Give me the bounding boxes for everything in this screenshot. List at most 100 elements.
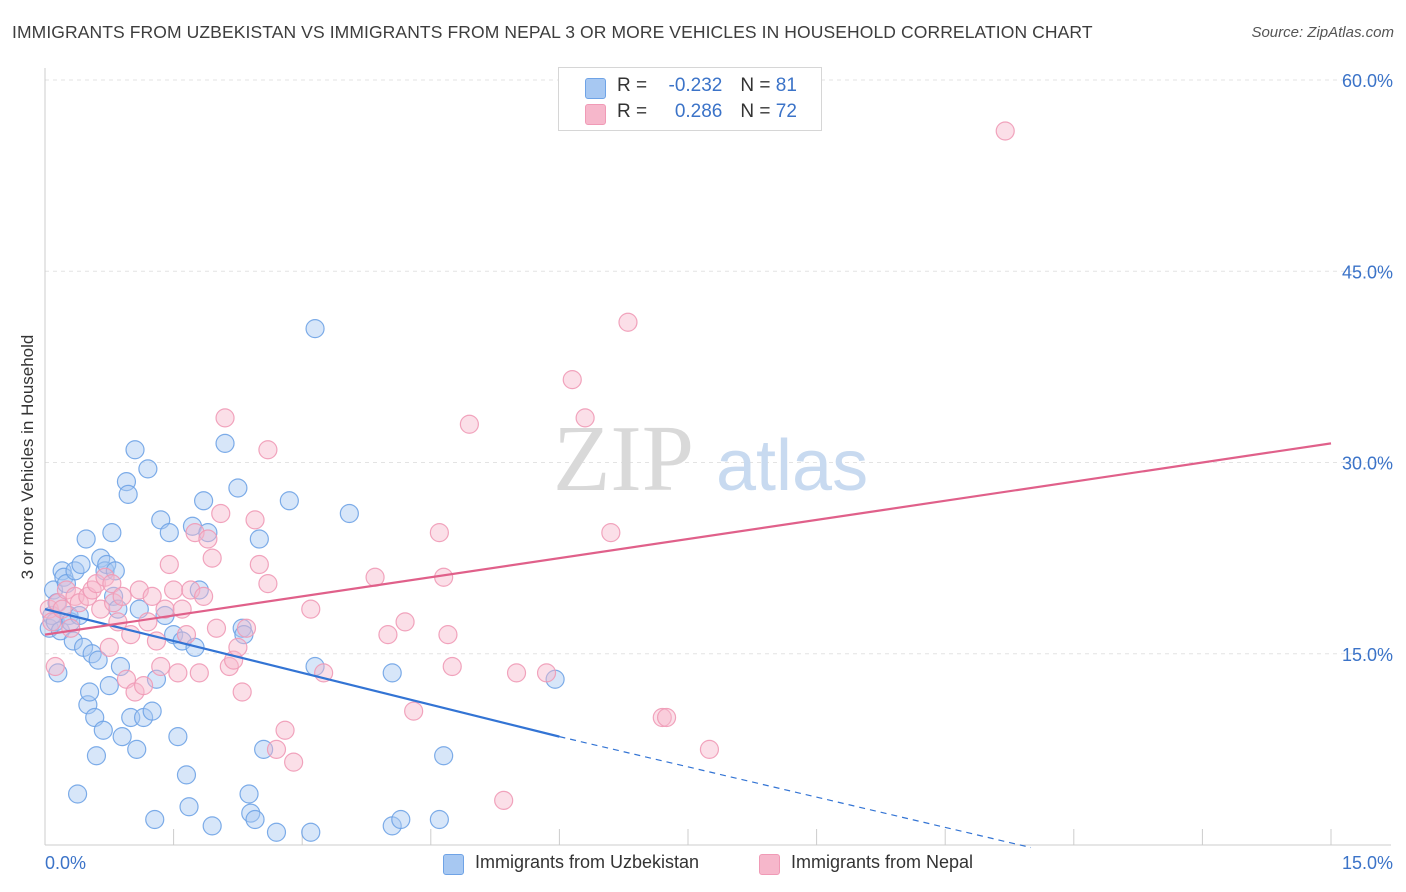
point-nepal	[438, 625, 458, 645]
point-uzbekistan	[232, 618, 252, 638]
source-credit: Source: ZipAtlas.com	[1251, 24, 1394, 41]
point-nepal	[618, 312, 638, 332]
series-legend: Immigrants from Uzbekistan Immigrants fr…	[0, 852, 1406, 878]
point-uzbekistan	[391, 809, 411, 830]
point-nepal	[656, 707, 677, 728]
point-nepal	[61, 618, 81, 638]
point-uzbekistan	[249, 529, 269, 549]
point-uzbekistan	[125, 440, 145, 460]
x-tick-label-max: 15.0%	[1342, 853, 1393, 873]
y-tick-label: 45.0%	[1342, 262, 1393, 282]
point-uzbekistan	[179, 797, 199, 817]
correlation-legend: R = -0.232 N = 81 R = 0.286 N = 72	[558, 67, 822, 131]
trend-line-nepal	[44, 442, 1332, 636]
point-uzbekistan	[105, 561, 125, 581]
point-nepal	[459, 414, 479, 434]
point-uzbekistan	[127, 739, 147, 759]
x-tick-label-min: 0.0%	[45, 853, 86, 873]
point-uzbekistan	[145, 809, 165, 830]
point-nepal	[202, 548, 222, 568]
point-uzbekistan	[301, 822, 321, 842]
point-uzbekistan	[382, 663, 402, 683]
point-nepal	[194, 586, 214, 606]
point-nepal	[301, 599, 321, 619]
point-uzbekistan	[429, 809, 449, 830]
legend-label-uzbekistan: Immigrants from Uzbekistan	[475, 852, 700, 872]
grid-lines	[45, 79, 1391, 655]
point-nepal	[236, 618, 257, 638]
point-nepal	[164, 580, 184, 600]
point-nepal	[699, 739, 720, 759]
point-uzbekistan	[110, 656, 131, 677]
point-nepal	[266, 739, 287, 759]
watermark: ZIP atlas	[553, 407, 868, 511]
legend-swatch-nepal	[585, 104, 606, 125]
watermark-zip: ZIP	[553, 407, 694, 511]
point-nepal	[42, 612, 62, 632]
point-uzbekistan	[245, 809, 265, 830]
trend-line-uzbekistan-extrapolated	[559, 736, 1032, 849]
point-nepal	[562, 370, 582, 390]
point-uzbekistan	[215, 433, 235, 453]
trend-line-uzbekistan	[44, 608, 560, 738]
point-nepal	[215, 408, 235, 428]
point-nepal	[138, 612, 158, 632]
legend-label-nepal: Immigrants from Nepal	[791, 852, 974, 872]
legend-swatch-nepal-bottom	[759, 854, 780, 875]
point-uzbekistan	[71, 554, 91, 575]
point-nepal	[506, 663, 527, 683]
point-nepal	[112, 586, 132, 606]
point-uzbekistan	[118, 484, 138, 504]
y-tick-label: 30.0%	[1342, 454, 1393, 474]
point-uzbekistan	[168, 727, 188, 747]
point-uzbekistan	[138, 459, 158, 479]
point-nepal	[232, 682, 252, 702]
point-uzbekistan	[194, 491, 214, 511]
point-nepal	[284, 752, 304, 772]
y-tick-label: 15.0%	[1342, 645, 1393, 665]
point-nepal	[245, 510, 265, 530]
point-nepal	[45, 656, 65, 677]
point-uzbekistan	[88, 650, 108, 670]
point-nepal	[601, 523, 621, 543]
point-uzbekistan	[99, 676, 119, 696]
point-nepal	[102, 574, 122, 594]
point-nepal	[494, 790, 514, 810]
point-uzbekistan	[112, 727, 132, 747]
point-nepal	[176, 625, 197, 645]
point-uzbekistan	[79, 682, 100, 702]
trend-lines	[44, 442, 1332, 849]
point-uzbekistan	[142, 701, 162, 721]
point-uzbekistan	[279, 491, 299, 511]
point-nepal	[168, 663, 188, 683]
point-nepal	[429, 523, 449, 543]
point-nepal	[155, 599, 175, 619]
legend-swatch-uzbekistan-bottom	[443, 854, 464, 875]
point-nepal	[275, 720, 295, 740]
point-uzbekistan	[266, 822, 287, 842]
point-uzbekistan	[76, 529, 96, 549]
legend-stats-uzbekistan: R = -0.232 N = 81	[617, 75, 797, 96]
point-nepal	[258, 440, 278, 460]
point-nepal	[189, 663, 209, 683]
point-nepal	[159, 554, 179, 575]
chart-title: IMMIGRANTS FROM UZBEKISTAN VS IMMIGRANTS…	[12, 22, 1093, 42]
point-nepal	[575, 408, 595, 428]
legend-swatch-uzbekistan	[585, 78, 606, 99]
point-nepal	[99, 637, 119, 657]
point-nepal	[404, 701, 424, 721]
watermark-atlas: atlas	[716, 426, 868, 506]
point-nepal	[151, 656, 171, 677]
point-uzbekistan	[67, 784, 88, 804]
point-uzbekistan	[93, 720, 113, 740]
point-uzbekistan	[434, 746, 454, 766]
point-uzbekistan	[228, 478, 248, 498]
point-nepal	[378, 625, 398, 645]
point-nepal	[211, 503, 231, 524]
point-nepal	[133, 676, 154, 696]
point-uzbekistan	[159, 523, 179, 543]
point-nepal	[536, 663, 557, 683]
point-nepal	[442, 656, 462, 677]
point-nepal	[198, 529, 218, 549]
